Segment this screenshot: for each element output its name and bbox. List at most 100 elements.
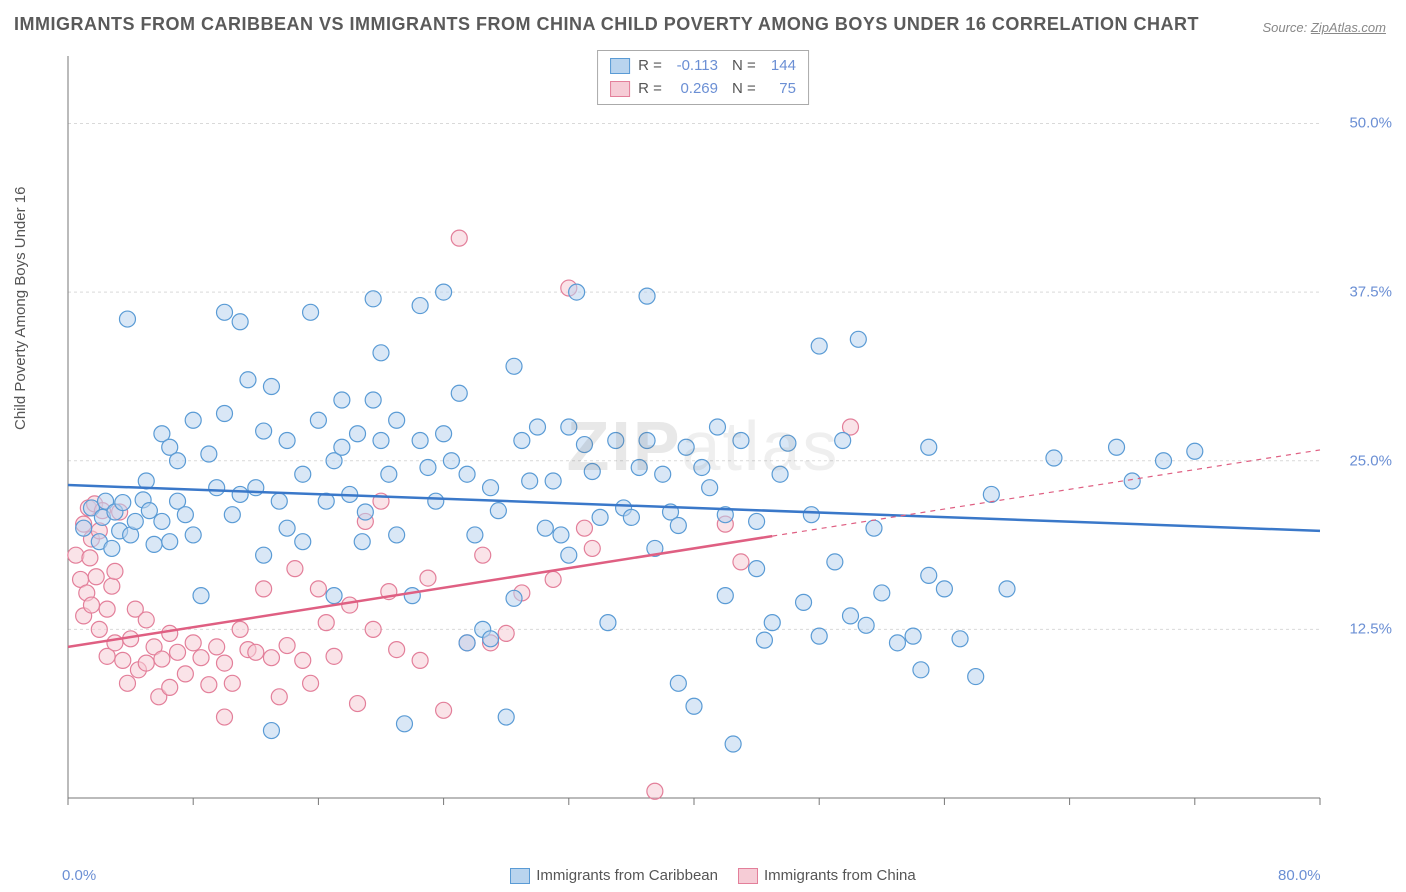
data-point [389,642,405,658]
data-point [530,419,546,435]
data-point [631,459,647,475]
n-value: 75 [760,78,796,101]
source-attribution: Source: ZipAtlas.com [1262,20,1386,35]
stats-row: R = 0.269N = 75 [610,78,796,101]
data-point [561,547,577,563]
data-point [396,716,412,732]
data-point [232,621,248,637]
data-point [354,534,370,550]
data-point [506,590,522,606]
legend-label: Immigrants from China [764,867,916,884]
data-point [412,432,428,448]
data-point [733,554,749,570]
data-point [389,412,405,428]
data-point [436,426,452,442]
data-point [889,635,905,651]
data-point [217,304,233,320]
data-point [756,632,772,648]
data-point [498,709,514,725]
data-point [232,486,248,502]
data-point [835,432,851,448]
data-point [146,536,162,552]
legend-swatch [610,58,630,74]
data-point [107,563,123,579]
data-point [91,621,107,637]
data-point [811,628,827,644]
data-point [104,578,120,594]
r-label: R = [638,57,666,74]
data-point [217,406,233,422]
data-point [1046,450,1062,466]
data-point [365,291,381,307]
data-point [177,666,193,682]
data-point [303,304,319,320]
data-point [702,480,718,496]
data-point [858,617,874,633]
data-point [1156,453,1172,469]
trend-line-dashed [772,450,1320,536]
data-point [772,466,788,482]
data-point [256,423,272,439]
data-point [256,547,272,563]
data-point [733,432,749,448]
data-point [404,588,420,604]
data-point [796,594,812,610]
data-point [232,314,248,330]
data-point [537,520,553,536]
data-point [921,567,937,583]
r-label: R = [638,80,666,97]
data-point [600,615,616,631]
data-point [310,412,326,428]
data-point [334,392,350,408]
data-point [608,432,624,448]
data-point [162,534,178,550]
source-link[interactable]: ZipAtlas.com [1311,20,1386,35]
trend-line [68,536,772,647]
data-point [185,412,201,428]
data-point [1109,439,1125,455]
data-point [999,581,1015,597]
data-point [420,570,436,586]
data-point [115,652,131,668]
data-point [373,345,389,361]
data-point [185,635,201,651]
bottom-legend: Immigrants from CaribbeanImmigrants from… [0,867,1406,884]
data-point [217,655,233,671]
data-point [279,638,295,654]
data-point [686,698,702,714]
data-point [326,648,342,664]
data-point [279,432,295,448]
x-tick-label: 80.0% [1278,867,1321,884]
data-point [420,459,436,475]
data-point [154,513,170,529]
data-point [983,486,999,502]
data-point [263,650,279,666]
data-point [850,331,866,347]
data-point [459,635,475,651]
x-tick-label: 0.0% [62,867,96,884]
data-point [428,493,444,509]
data-point [655,466,671,482]
r-value: 0.269 [666,78,718,101]
data-point [936,581,952,597]
data-point [576,437,592,453]
data-point [780,435,796,451]
data-point [490,503,506,519]
n-label: N = [732,57,760,74]
data-point [514,432,530,448]
data-point [185,527,201,543]
trend-line [68,485,1320,531]
data-point [381,466,397,482]
data-point [99,601,115,617]
data-point [138,612,154,628]
data-point [522,473,538,489]
data-point [639,432,655,448]
data-point [483,480,499,496]
data-point [303,675,319,691]
data-point [193,650,209,666]
data-point [170,644,186,660]
data-point [584,464,600,480]
data-point [498,625,514,641]
data-point [874,585,890,601]
data-point [342,597,358,613]
